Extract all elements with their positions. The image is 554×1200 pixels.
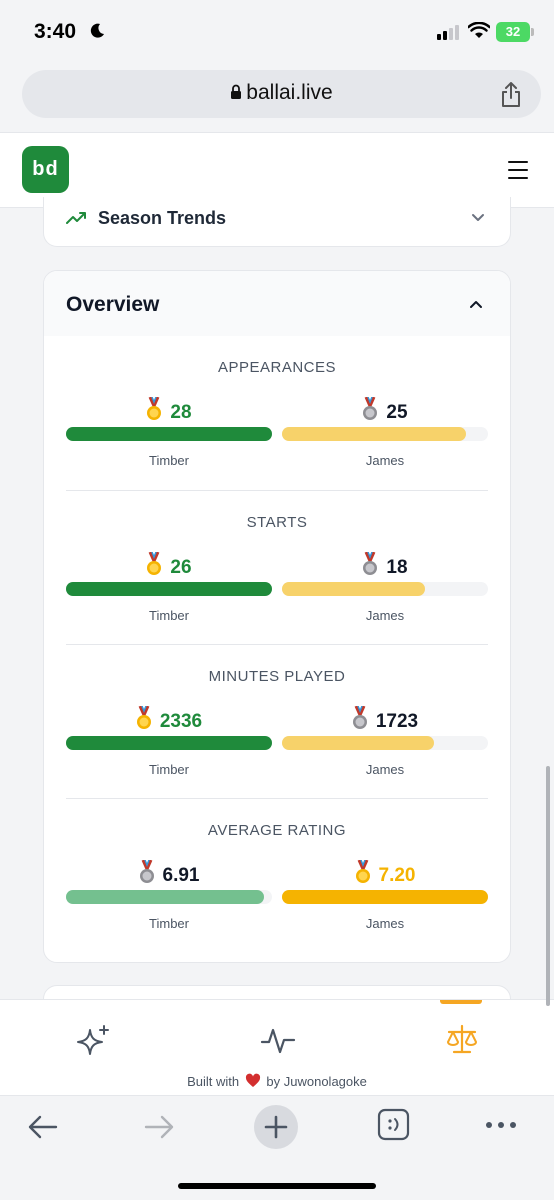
divider: [66, 490, 488, 491]
url-display[interactable]: ballai.live: [22, 81, 541, 105]
silver-medal-icon: [363, 552, 378, 575]
overview-header[interactable]: Overview: [44, 271, 510, 336]
silver-medal-icon: [352, 706, 367, 729]
stat-left-value: 26: [66, 552, 272, 579]
sparkles-icon[interactable]: [74, 1022, 114, 1058]
lock-icon: [231, 84, 242, 99]
gold-medal-icon: [355, 860, 370, 883]
gold-medal-icon: [136, 706, 151, 729]
stat-title: MINUTES PLAYED: [208, 668, 346, 685]
bottom-nav: Built with by Juwonolagoke: [0, 999, 554, 1095]
home-indicator: [178, 1183, 376, 1189]
browser-toolbar: [0, 1095, 554, 1200]
stat-title: STARTS: [246, 514, 308, 531]
gold-medal-icon: [147, 397, 162, 420]
active-tab-indicator: [440, 1000, 482, 1004]
battery-tip: [531, 28, 534, 36]
stat-right-value: 1723: [282, 706, 488, 733]
gold-medal-icon: [147, 552, 162, 575]
chevron-up-icon[interactable]: [468, 297, 484, 313]
stat-left-bar: [66, 890, 272, 904]
player-name: James: [365, 762, 405, 777]
site-logo[interactable]: bd: [22, 146, 69, 193]
status-bar: 3:40 32: [0, 0, 554, 64]
stat-right-bar: [282, 890, 488, 904]
footer-credit: Built with by Juwonolagoke: [187, 1073, 367, 1089]
share-icon[interactable]: [499, 81, 523, 108]
player-name: Timber: [149, 916, 189, 931]
stat-left-bar: [66, 736, 272, 750]
overview-title: Overview: [66, 293, 160, 316]
new-tab-plus-icon[interactable]: [253, 1104, 299, 1150]
stat-left-bar: [66, 427, 272, 441]
divider: [66, 798, 488, 799]
wifi-icon: [468, 22, 490, 38]
silver-medal-icon: [139, 860, 154, 883]
stat-right-value: 7.20: [282, 860, 488, 887]
stat-left-value: 2336: [66, 706, 272, 733]
scale-compare-icon[interactable]: [442, 1022, 482, 1058]
scrollbar-thumb[interactable]: [546, 766, 550, 1006]
player-name: James: [365, 916, 405, 931]
player-name: James: [365, 453, 405, 468]
stat-right-bar: [282, 427, 488, 441]
stat-right-value: 18: [282, 552, 488, 579]
season-trends-label: Season Trends: [98, 208, 227, 228]
stat-left-value: 6.91: [66, 860, 272, 887]
player-name: Timber: [149, 453, 189, 468]
stat-right-bar: [282, 736, 488, 750]
stat-left-bar: [66, 582, 272, 596]
menu-icon[interactable]: [508, 161, 528, 185]
chevron-down-icon[interactable]: [470, 209, 486, 225]
stat-title: AVERAGE RATING: [207, 822, 347, 839]
silver-medal-icon: [363, 397, 378, 420]
back-arrow-icon[interactable]: [26, 1110, 60, 1144]
signal-icon: [437, 24, 461, 40]
stat-right-bar: [282, 582, 488, 596]
player-name: James: [365, 608, 405, 623]
battery-indicator: 32: [496, 22, 530, 42]
tabs-icon[interactable]: [377, 1108, 410, 1141]
activity-icon[interactable]: [258, 1022, 298, 1058]
stat-title: APPEARANCES: [217, 359, 337, 376]
stat-right-value: 25: [282, 397, 488, 424]
site-header: bd: [0, 132, 554, 208]
season-trends-card[interactable]: Season Trends: [43, 197, 511, 247]
url-text: ballai.live: [246, 81, 333, 104]
more-options-icon[interactable]: [484, 1120, 518, 1130]
address-bar[interactable]: ballai.live: [22, 70, 541, 118]
heart-icon: [245, 1073, 260, 1087]
forward-arrow-icon[interactable]: [142, 1110, 176, 1144]
player-name: Timber: [149, 608, 189, 623]
player-name: Timber: [149, 762, 189, 777]
stat-left-value: 28: [66, 397, 272, 424]
moon-icon: [90, 23, 104, 38]
overview-card: Overview APPEARANCES 28 25 Timber James …: [43, 270, 511, 963]
trending-up-icon: [66, 212, 86, 224]
status-time: 3:40: [34, 20, 77, 43]
divider: [66, 644, 488, 645]
